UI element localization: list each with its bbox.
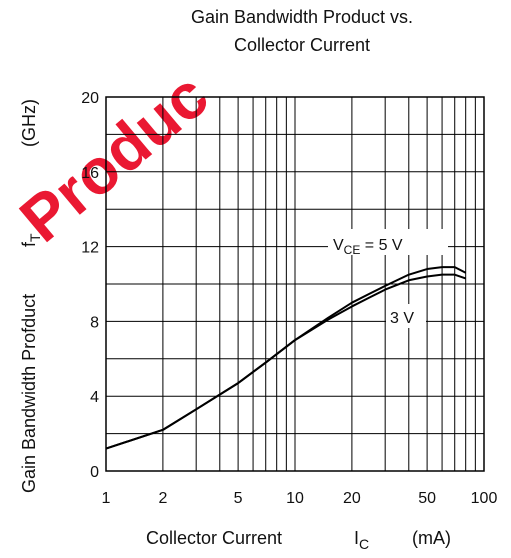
x-tick-labels: 1 2 5 10 20 50 100 (102, 490, 498, 507)
annotation-vce-rest: = 5 V (360, 237, 403, 254)
chart-title-line-1: Gain Bandwidth Product vs. (191, 7, 413, 27)
series-lines (105, 266, 467, 450)
series-line-vce-5v (105, 266, 467, 450)
y-tick-label: 20 (81, 90, 99, 107)
x-tick-label: 2 (158, 490, 167, 507)
y-axis-label-main: Gain Bandwidth Profduct (19, 294, 39, 493)
plot-frame (105, 96, 485, 472)
x-axis-label-main: Collector Current (146, 528, 282, 548)
annotation-3v: 3 V (386, 304, 426, 328)
x-tick-label: 50 (418, 490, 436, 507)
grid-lines (106, 97, 484, 471)
series-line-vce-3v (105, 273, 467, 450)
x-axis-label-subscript: C (359, 536, 369, 552)
annotation-vce-sub: CE (344, 243, 361, 257)
x-axis-label: Collector Current IC (mA) (146, 528, 451, 553)
y-tick-label: 8 (90, 314, 99, 331)
x-tick-label: 5 (234, 490, 243, 507)
y-tick-labels: 0 4 8 12 16 20 (81, 90, 99, 481)
annotation-3v-text: 3 V (390, 310, 414, 327)
y-axis-label-unit: (GHz) (19, 99, 39, 147)
svg-text:VCE = 5 V: VCE = 5 V (333, 237, 403, 257)
y-axis-label-subscript: T (27, 233, 43, 242)
y-tick-label: 12 (81, 240, 99, 257)
watermark-text: Produc (6, 59, 221, 256)
chart-title-line-2: Collector Current (234, 35, 370, 55)
x-tick-label: 10 (286, 490, 304, 507)
y-axis-label: Gain Bandwidth Profduct fT (GHz) (19, 99, 44, 493)
x-tick-label: 20 (343, 490, 361, 507)
y-axis-label-symbol: f (19, 241, 39, 247)
x-axis-label-unit: (mA) (412, 528, 451, 548)
annotation-vce-5v: VCE = 5 V (328, 229, 448, 257)
y-tick-label: 0 (90, 464, 99, 481)
annotation-vce-main: V (333, 237, 344, 254)
x-tick-label: 100 (471, 490, 498, 507)
y-tick-label: 4 (90, 389, 99, 406)
x-tick-label: 1 (102, 490, 111, 507)
x-axis-label-symbol: I (354, 528, 359, 548)
y-tick-label: 16 (81, 165, 99, 182)
